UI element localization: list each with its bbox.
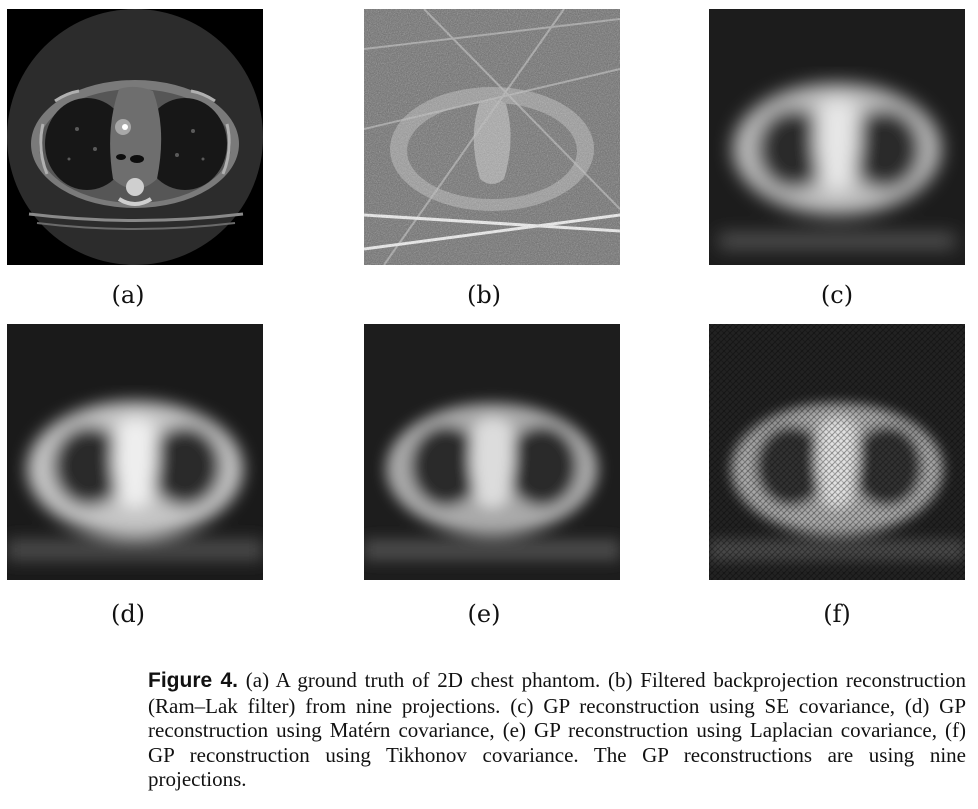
gp-laplacian-reconstruction-image	[364, 324, 620, 580]
chest-ct-image	[7, 9, 263, 265]
panel-d-gp-matern	[7, 324, 263, 580]
gp-se-reconstruction-image	[709, 9, 965, 265]
panel-c-label: (c)	[820, 281, 854, 309]
panel-a-label: (a)	[111, 281, 145, 309]
panel-e-label: (e)	[467, 600, 501, 628]
gp-matern-reconstruction-image	[7, 324, 263, 580]
gp-tikhonov-reconstruction-image	[709, 324, 965, 580]
panel-d-label: (d)	[110, 600, 146, 628]
caption-text: (a) A ground truth of 2D chest phantom. …	[148, 668, 966, 792]
panel-b-filtered-backprojection	[364, 9, 620, 265]
figure-label: Figure 4.	[148, 669, 239, 692]
panel-f-label: (f)	[823, 600, 851, 628]
figure-caption: Figure 4. (a) A ground truth of 2D chest…	[148, 668, 966, 792]
panel-c-gp-se	[709, 9, 965, 265]
panel-e-gp-laplacian	[364, 324, 620, 580]
panel-f-gp-tikhonov	[709, 324, 965, 580]
panel-a-ground-truth	[7, 9, 263, 265]
fbp-reconstruction-image	[364, 9, 620, 265]
panel-b-label: (b)	[466, 281, 502, 309]
